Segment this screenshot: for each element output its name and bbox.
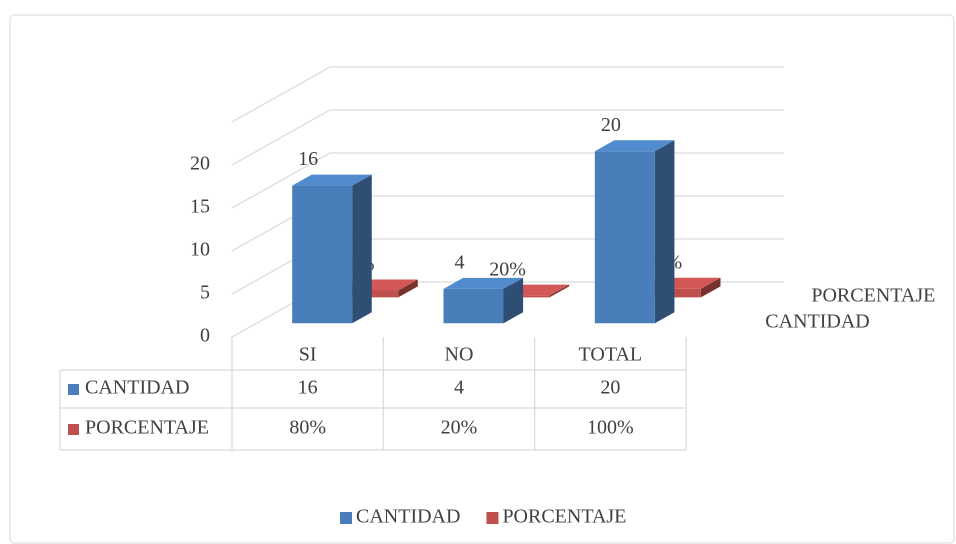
bar-side bbox=[352, 174, 372, 324]
table-cell: 80% bbox=[289, 417, 326, 439]
table-legend-key bbox=[68, 384, 79, 395]
y-tick-label: 0 bbox=[200, 325, 210, 347]
grid-line bbox=[231, 109, 784, 166]
bar-top bbox=[594, 140, 675, 152]
legend-key bbox=[486, 512, 499, 524]
x-tick-label: SI bbox=[299, 344, 317, 366]
bar-side bbox=[549, 284, 570, 298]
bar-top bbox=[292, 174, 372, 186]
y-tick-label: 10 bbox=[190, 239, 210, 261]
table-cell: 100% bbox=[587, 417, 634, 439]
data-label: 16 bbox=[298, 148, 318, 170]
table-row-label: CANTIDAD bbox=[85, 377, 189, 399]
y-tick-label: 15 bbox=[190, 196, 210, 218]
table-cell: 16 bbox=[298, 377, 318, 399]
legend-label: CANTIDAD bbox=[356, 506, 460, 528]
data-label: 20% bbox=[489, 258, 526, 280]
bar-top bbox=[443, 277, 524, 289]
bar bbox=[594, 151, 655, 324]
bar-side bbox=[700, 277, 721, 298]
table-cell: 20% bbox=[441, 417, 478, 439]
y-tick-label: 20 bbox=[190, 153, 210, 175]
table-cell: 4 bbox=[454, 377, 464, 399]
x-tick-label: NO bbox=[445, 344, 474, 366]
y-tick-label: 5 bbox=[200, 282, 210, 304]
bar-side bbox=[398, 279, 418, 298]
bar bbox=[443, 288, 504, 324]
data-label: 4 bbox=[455, 251, 465, 273]
data-label: 20 bbox=[601, 114, 621, 136]
depth-label: CANTIDAD bbox=[765, 310, 869, 332]
depth-label: PORCENTAJE bbox=[811, 284, 935, 306]
legend-key bbox=[340, 512, 352, 524]
x-tick-label: TOTAL bbox=[579, 344, 643, 366]
table-cell: 20 bbox=[600, 377, 620, 399]
table-legend-key bbox=[68, 424, 79, 435]
grid-line bbox=[231, 66, 784, 123]
bar-side bbox=[503, 277, 524, 324]
bar-side bbox=[654, 140, 675, 324]
table-row-label: PORCENTAJE bbox=[85, 417, 209, 439]
bar bbox=[292, 185, 353, 324]
legend-label: PORCENTAJE bbox=[502, 506, 626, 528]
